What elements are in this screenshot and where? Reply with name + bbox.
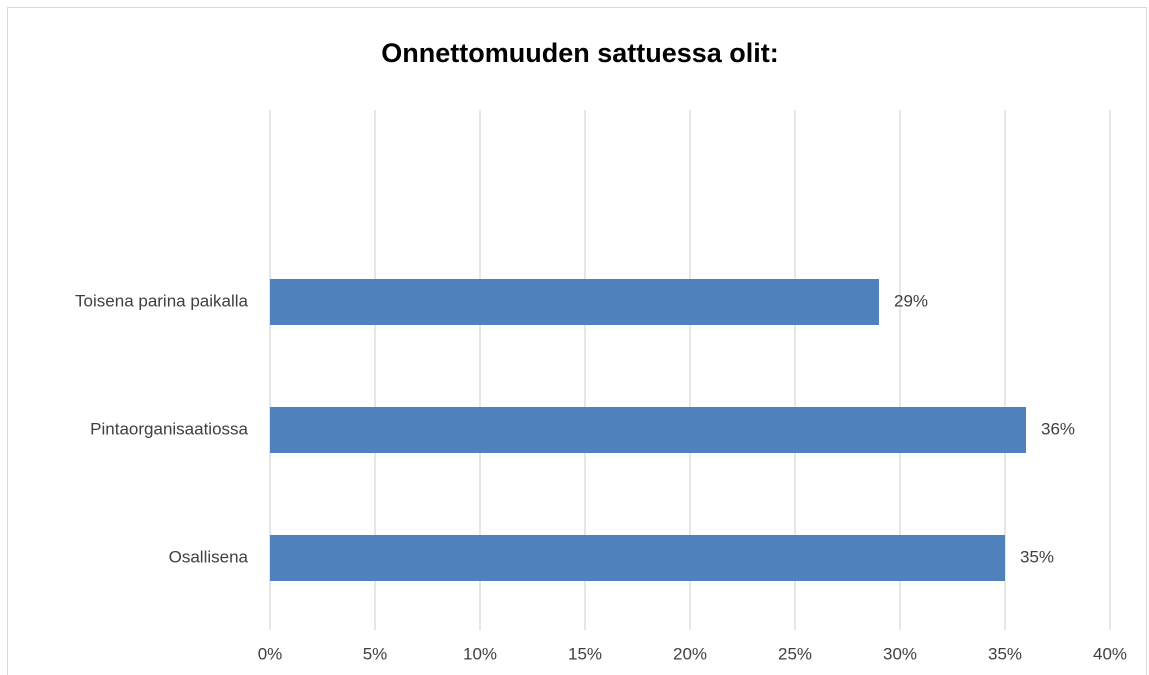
y-tick-label: Toisena parina paikalla xyxy=(75,291,248,310)
bar xyxy=(270,535,1005,581)
x-tick-label: 5% xyxy=(363,644,388,663)
x-tick-label: 25% xyxy=(778,644,812,663)
bar xyxy=(270,279,879,325)
data-label: 35% xyxy=(1020,547,1054,566)
x-tick-label: 20% xyxy=(673,644,707,663)
data-label: 36% xyxy=(1041,419,1075,438)
x-tick-label: 35% xyxy=(988,644,1022,663)
x-tick-label: 30% xyxy=(883,644,917,663)
x-tick-label: 15% xyxy=(568,644,602,663)
bar xyxy=(270,407,1026,453)
y-tick-label: Pintaorganisaatiossa xyxy=(90,419,248,438)
y-tick-label: Osallisena xyxy=(169,547,249,566)
chart-title: Onnettomuuden sattuessa olit: xyxy=(381,38,779,68)
data-label: 29% xyxy=(894,291,928,310)
x-tick-label: 10% xyxy=(463,644,497,663)
x-tick-label: 0% xyxy=(258,644,283,663)
x-tick-label: 40% xyxy=(1093,644,1127,663)
